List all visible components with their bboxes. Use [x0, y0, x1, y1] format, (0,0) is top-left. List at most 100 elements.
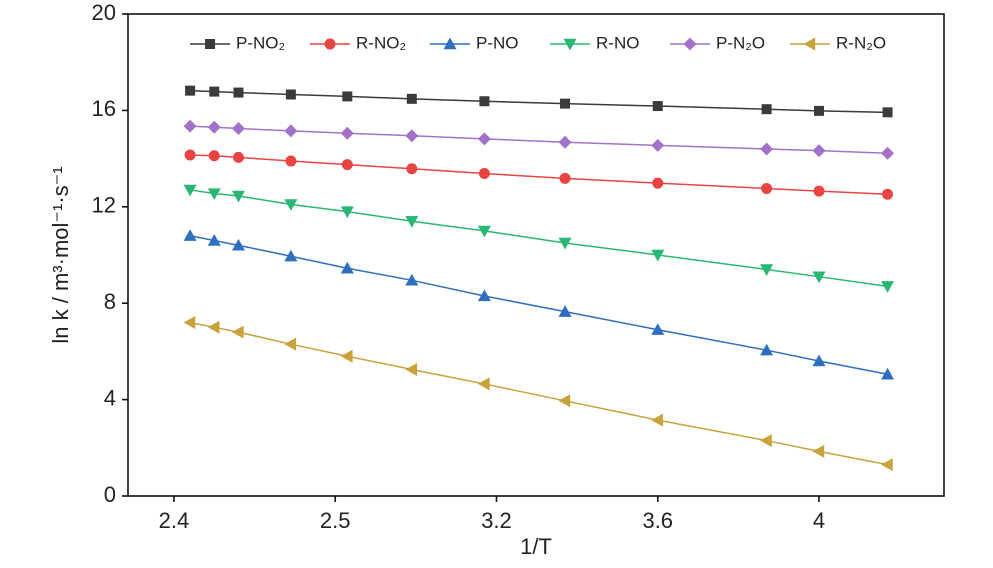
marker	[651, 413, 663, 427]
marker	[651, 249, 665, 262]
marker	[207, 120, 221, 134]
legend-marker	[443, 37, 457, 50]
marker	[284, 337, 297, 351]
marker	[560, 98, 571, 109]
marker	[652, 177, 664, 189]
marker	[558, 305, 572, 317]
x-tick-label: 4	[813, 508, 825, 533]
marker	[881, 146, 895, 160]
marker	[285, 155, 297, 167]
marker	[183, 315, 196, 329]
marker	[558, 135, 572, 149]
marker	[761, 182, 773, 194]
marker	[652, 101, 663, 112]
marker	[760, 343, 774, 356]
legend-marker	[563, 38, 577, 51]
marker	[232, 151, 244, 163]
marker	[207, 320, 220, 334]
y-tick-label: 4	[104, 385, 116, 410]
legend-label: R-NO	[596, 33, 639, 52]
marker	[183, 119, 197, 133]
marker	[558, 394, 571, 408]
marker	[477, 289, 491, 302]
marker	[233, 87, 244, 98]
marker	[812, 144, 826, 158]
marker	[651, 138, 665, 152]
legend-marker	[324, 38, 336, 50]
marker	[760, 264, 774, 276]
marker	[207, 234, 221, 246]
y-tick-label: 8	[104, 289, 116, 314]
legend-label: P-N₂O	[716, 33, 765, 52]
marker	[184, 149, 196, 161]
marker	[231, 121, 245, 135]
marker	[478, 168, 490, 180]
marker	[405, 216, 419, 228]
marker	[208, 150, 220, 162]
marker	[340, 349, 353, 363]
marker	[183, 184, 197, 197]
x-axis-label: 1/T	[520, 534, 552, 559]
x-tick-label: 3.2	[481, 508, 512, 533]
legend-label: P-NO₂	[236, 33, 285, 52]
marker	[559, 172, 571, 184]
marker	[761, 104, 772, 115]
marker	[284, 199, 298, 211]
marker	[479, 96, 490, 107]
marker	[814, 105, 825, 116]
legend-label: P-NO	[476, 33, 519, 52]
marker	[342, 91, 353, 102]
y-axis-label: ln k / m³·mol⁻¹·s⁻¹	[48, 166, 73, 343]
marker	[284, 124, 298, 138]
marker	[881, 367, 895, 380]
series-line	[189, 189, 888, 288]
y-tick-label: 20	[92, 0, 116, 25]
legend-label: R-NO₂	[356, 33, 406, 52]
marker	[185, 85, 196, 96]
marker	[341, 159, 353, 171]
x-tick-label: 3.6	[642, 508, 673, 533]
marker	[231, 325, 244, 339]
marker	[405, 273, 419, 286]
marker	[812, 354, 826, 367]
marker	[209, 86, 220, 97]
marker	[477, 377, 490, 391]
series-line	[189, 234, 888, 376]
marker	[340, 126, 354, 140]
y-tick-label: 12	[92, 193, 116, 218]
marker	[881, 458, 893, 472]
plot-frame	[127, 13, 945, 497]
legend-marker	[205, 39, 215, 49]
marker	[881, 281, 895, 293]
marker	[812, 271, 826, 284]
marker	[340, 261, 354, 274]
marker	[813, 185, 825, 197]
marker	[651, 323, 665, 335]
marker	[477, 132, 491, 146]
marker	[812, 444, 825, 458]
marker	[406, 163, 418, 175]
marker	[760, 142, 774, 156]
marker	[183, 229, 197, 241]
marker	[231, 190, 245, 203]
marker	[882, 188, 894, 200]
marker	[405, 362, 418, 376]
marker	[285, 89, 296, 100]
marker	[405, 129, 419, 143]
marker	[284, 249, 298, 262]
y-tick-label: 0	[104, 482, 116, 507]
y-tick-label: 16	[92, 96, 116, 121]
marker	[406, 93, 417, 104]
x-tick-label: 2.5	[320, 508, 351, 533]
marker	[882, 107, 893, 118]
legend-marker	[803, 37, 816, 51]
marker	[340, 206, 354, 219]
marker	[760, 434, 772, 448]
legend-label: R-N₂O	[836, 33, 886, 52]
marker	[558, 237, 572, 250]
marker	[477, 225, 491, 238]
legend-marker	[683, 37, 697, 51]
marker	[231, 238, 245, 251]
marker	[207, 188, 221, 201]
